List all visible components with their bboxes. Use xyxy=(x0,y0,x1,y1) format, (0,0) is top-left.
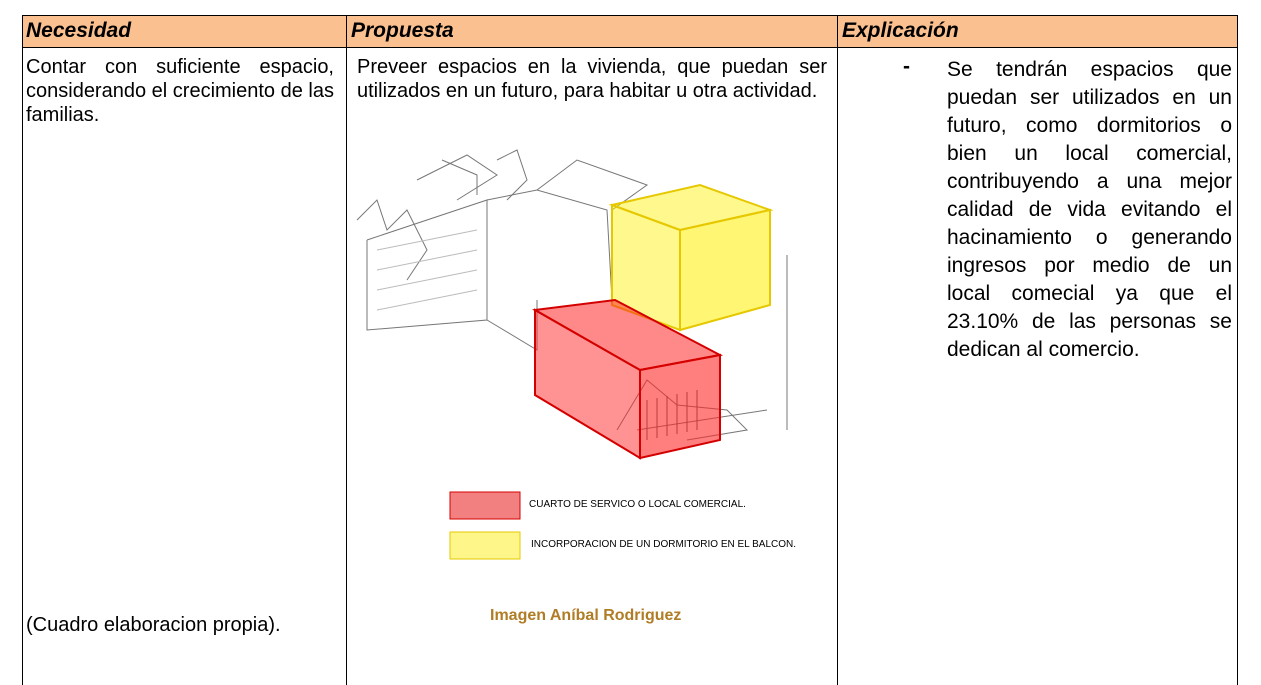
image-caption: Imagen Aníbal Rodriguez xyxy=(490,607,682,624)
border xyxy=(22,15,1238,16)
border xyxy=(22,47,1238,48)
header-text: Propuesta xyxy=(351,19,454,42)
illustration xyxy=(356,149,788,560)
legend-text: INCORPORACION DE UN DORMITORIO EN EL BAL… xyxy=(531,539,797,550)
explicacion-text: Se tendrán espacios que puedan ser utili… xyxy=(947,58,1232,361)
necesidad-text: Contar con suficiente espacio, considera… xyxy=(26,56,334,126)
border xyxy=(1237,16,1238,685)
yellow-box xyxy=(608,183,774,332)
legend-swatch xyxy=(449,491,521,520)
border xyxy=(22,16,23,685)
header-cell: Propuesta xyxy=(347,16,837,47)
border xyxy=(837,16,838,685)
header-text: Explicación xyxy=(842,19,959,42)
border xyxy=(346,16,347,685)
header-text: Necesidad xyxy=(26,19,132,42)
bullet: - xyxy=(903,55,910,78)
header-cell: Necesidad xyxy=(22,16,346,47)
red-box xyxy=(531,298,724,460)
header-cell: Explicación xyxy=(838,16,1237,47)
propuesta-text: Preveer espacios en la vivienda, que pue… xyxy=(357,56,827,102)
legend-swatch xyxy=(449,531,521,560)
source-text: (Cuadro elaboracion propia). xyxy=(26,614,281,636)
legend-text: CUARTO DE SERVICO O LOCAL COMERCIAL. xyxy=(529,499,746,510)
